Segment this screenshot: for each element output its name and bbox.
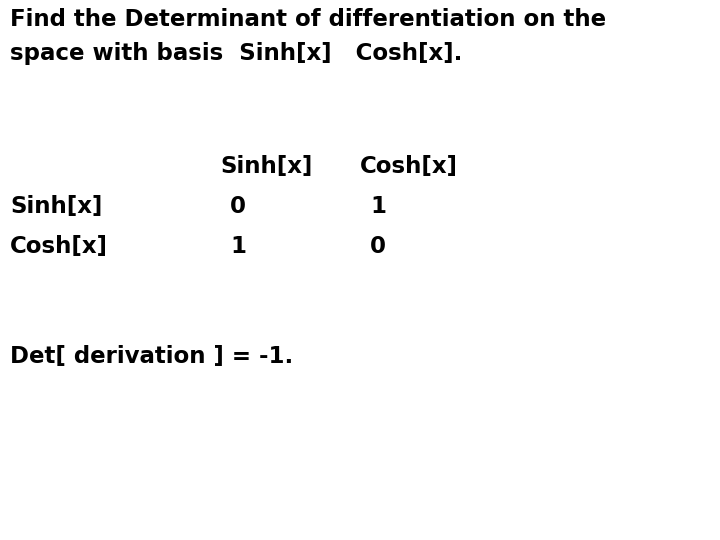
Text: Cosh[x]: Cosh[x] bbox=[360, 155, 458, 178]
Text: 1: 1 bbox=[230, 235, 246, 258]
Text: Det[ derivation ] = -1.: Det[ derivation ] = -1. bbox=[10, 345, 293, 368]
Text: Find the Determinant of differentiation on the: Find the Determinant of differentiation … bbox=[10, 8, 606, 31]
Text: space with basis  Sinh[x]   Cosh[x].: space with basis Sinh[x] Cosh[x]. bbox=[10, 42, 462, 65]
Text: Sinh[x]: Sinh[x] bbox=[10, 195, 102, 218]
Text: Sinh[x]: Sinh[x] bbox=[220, 155, 312, 178]
Text: 0: 0 bbox=[370, 235, 386, 258]
Text: Cosh[x]: Cosh[x] bbox=[10, 235, 108, 258]
Text: 0: 0 bbox=[230, 195, 246, 218]
Text: 1: 1 bbox=[370, 195, 386, 218]
